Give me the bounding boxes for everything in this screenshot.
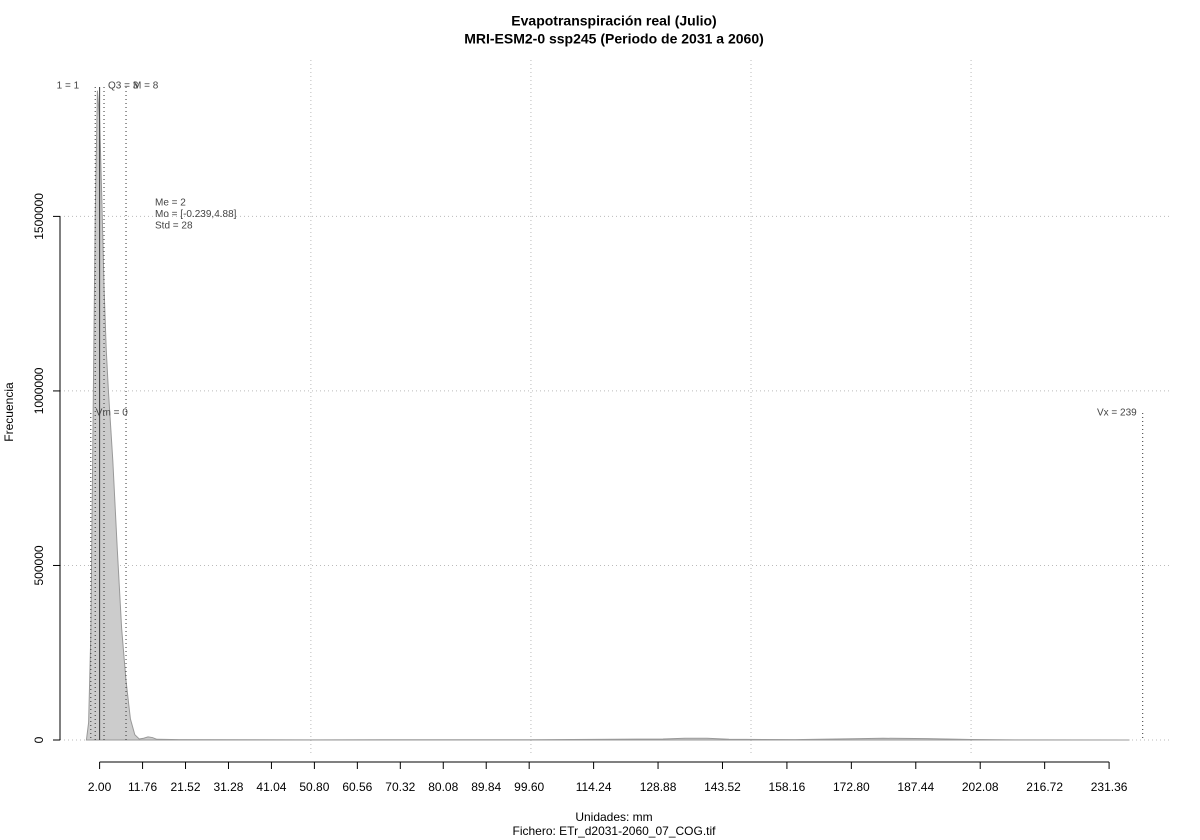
- y-tick-label: 0: [32, 736, 46, 743]
- x-tick-label: 60.56: [342, 780, 372, 794]
- y-tick-label: 1500000: [32, 193, 46, 240]
- range-label: Vm = 0: [96, 408, 128, 419]
- stat-label: Me = 2: [155, 198, 186, 209]
- x-tick-label: 31.28: [213, 780, 243, 794]
- x-tick-label: 202.08: [962, 780, 999, 794]
- quantile-label: Q3 = 3: [108, 81, 139, 92]
- y-tick-label: 500000: [32, 545, 46, 585]
- x-tick-label: 231.36: [1091, 780, 1128, 794]
- x-tick-label: 70.32: [385, 780, 415, 794]
- x-tick-label: 41.04: [256, 780, 286, 794]
- x-tick-label: 11.76: [128, 780, 157, 794]
- x-axis-label: Unidades: mm: [575, 810, 652, 824]
- x-tick-label: 114.24: [576, 780, 612, 794]
- x-tick-label: 128.88: [640, 780, 677, 794]
- quantile-label: M = 8: [133, 81, 159, 92]
- y-tick-label: 1000000: [32, 367, 46, 414]
- range-label: Vx = 239: [1097, 408, 1137, 419]
- chart-title: Evapotranspiración real (Julio): [511, 13, 716, 29]
- x-tick-label: 89.84: [471, 780, 501, 794]
- x-tick-label: 2.00: [88, 780, 112, 794]
- x-tick-label: 99.60: [514, 780, 544, 794]
- x-tick-label: 80.08: [428, 780, 458, 794]
- x-tick-label: 50.80: [299, 780, 329, 794]
- x-tick-label: 158.16: [769, 780, 806, 794]
- x-tick-label: 187.44: [897, 780, 934, 794]
- x-tick-label: 216.72: [1026, 780, 1063, 794]
- x-tick-label: 21.52: [171, 780, 201, 794]
- x-tick-label: 143.52: [704, 780, 741, 794]
- x-tick-label: 172.80: [833, 780, 870, 794]
- density-area: [85, 90, 1130, 741]
- y-axis-label: Frecuencia: [2, 382, 16, 442]
- stat-label: Mo = [-0.239,4.88]: [155, 209, 237, 220]
- quantile-label: 1 = 1: [57, 81, 80, 92]
- chart-subtitle: MRI-ESM2-0 ssp245 (Periodo de 2031 a 206…: [464, 31, 764, 47]
- caption: Fichero: ETr_d2031-2060_07_COG.tif: [513, 824, 717, 838]
- stat-label: Std = 28: [155, 221, 193, 232]
